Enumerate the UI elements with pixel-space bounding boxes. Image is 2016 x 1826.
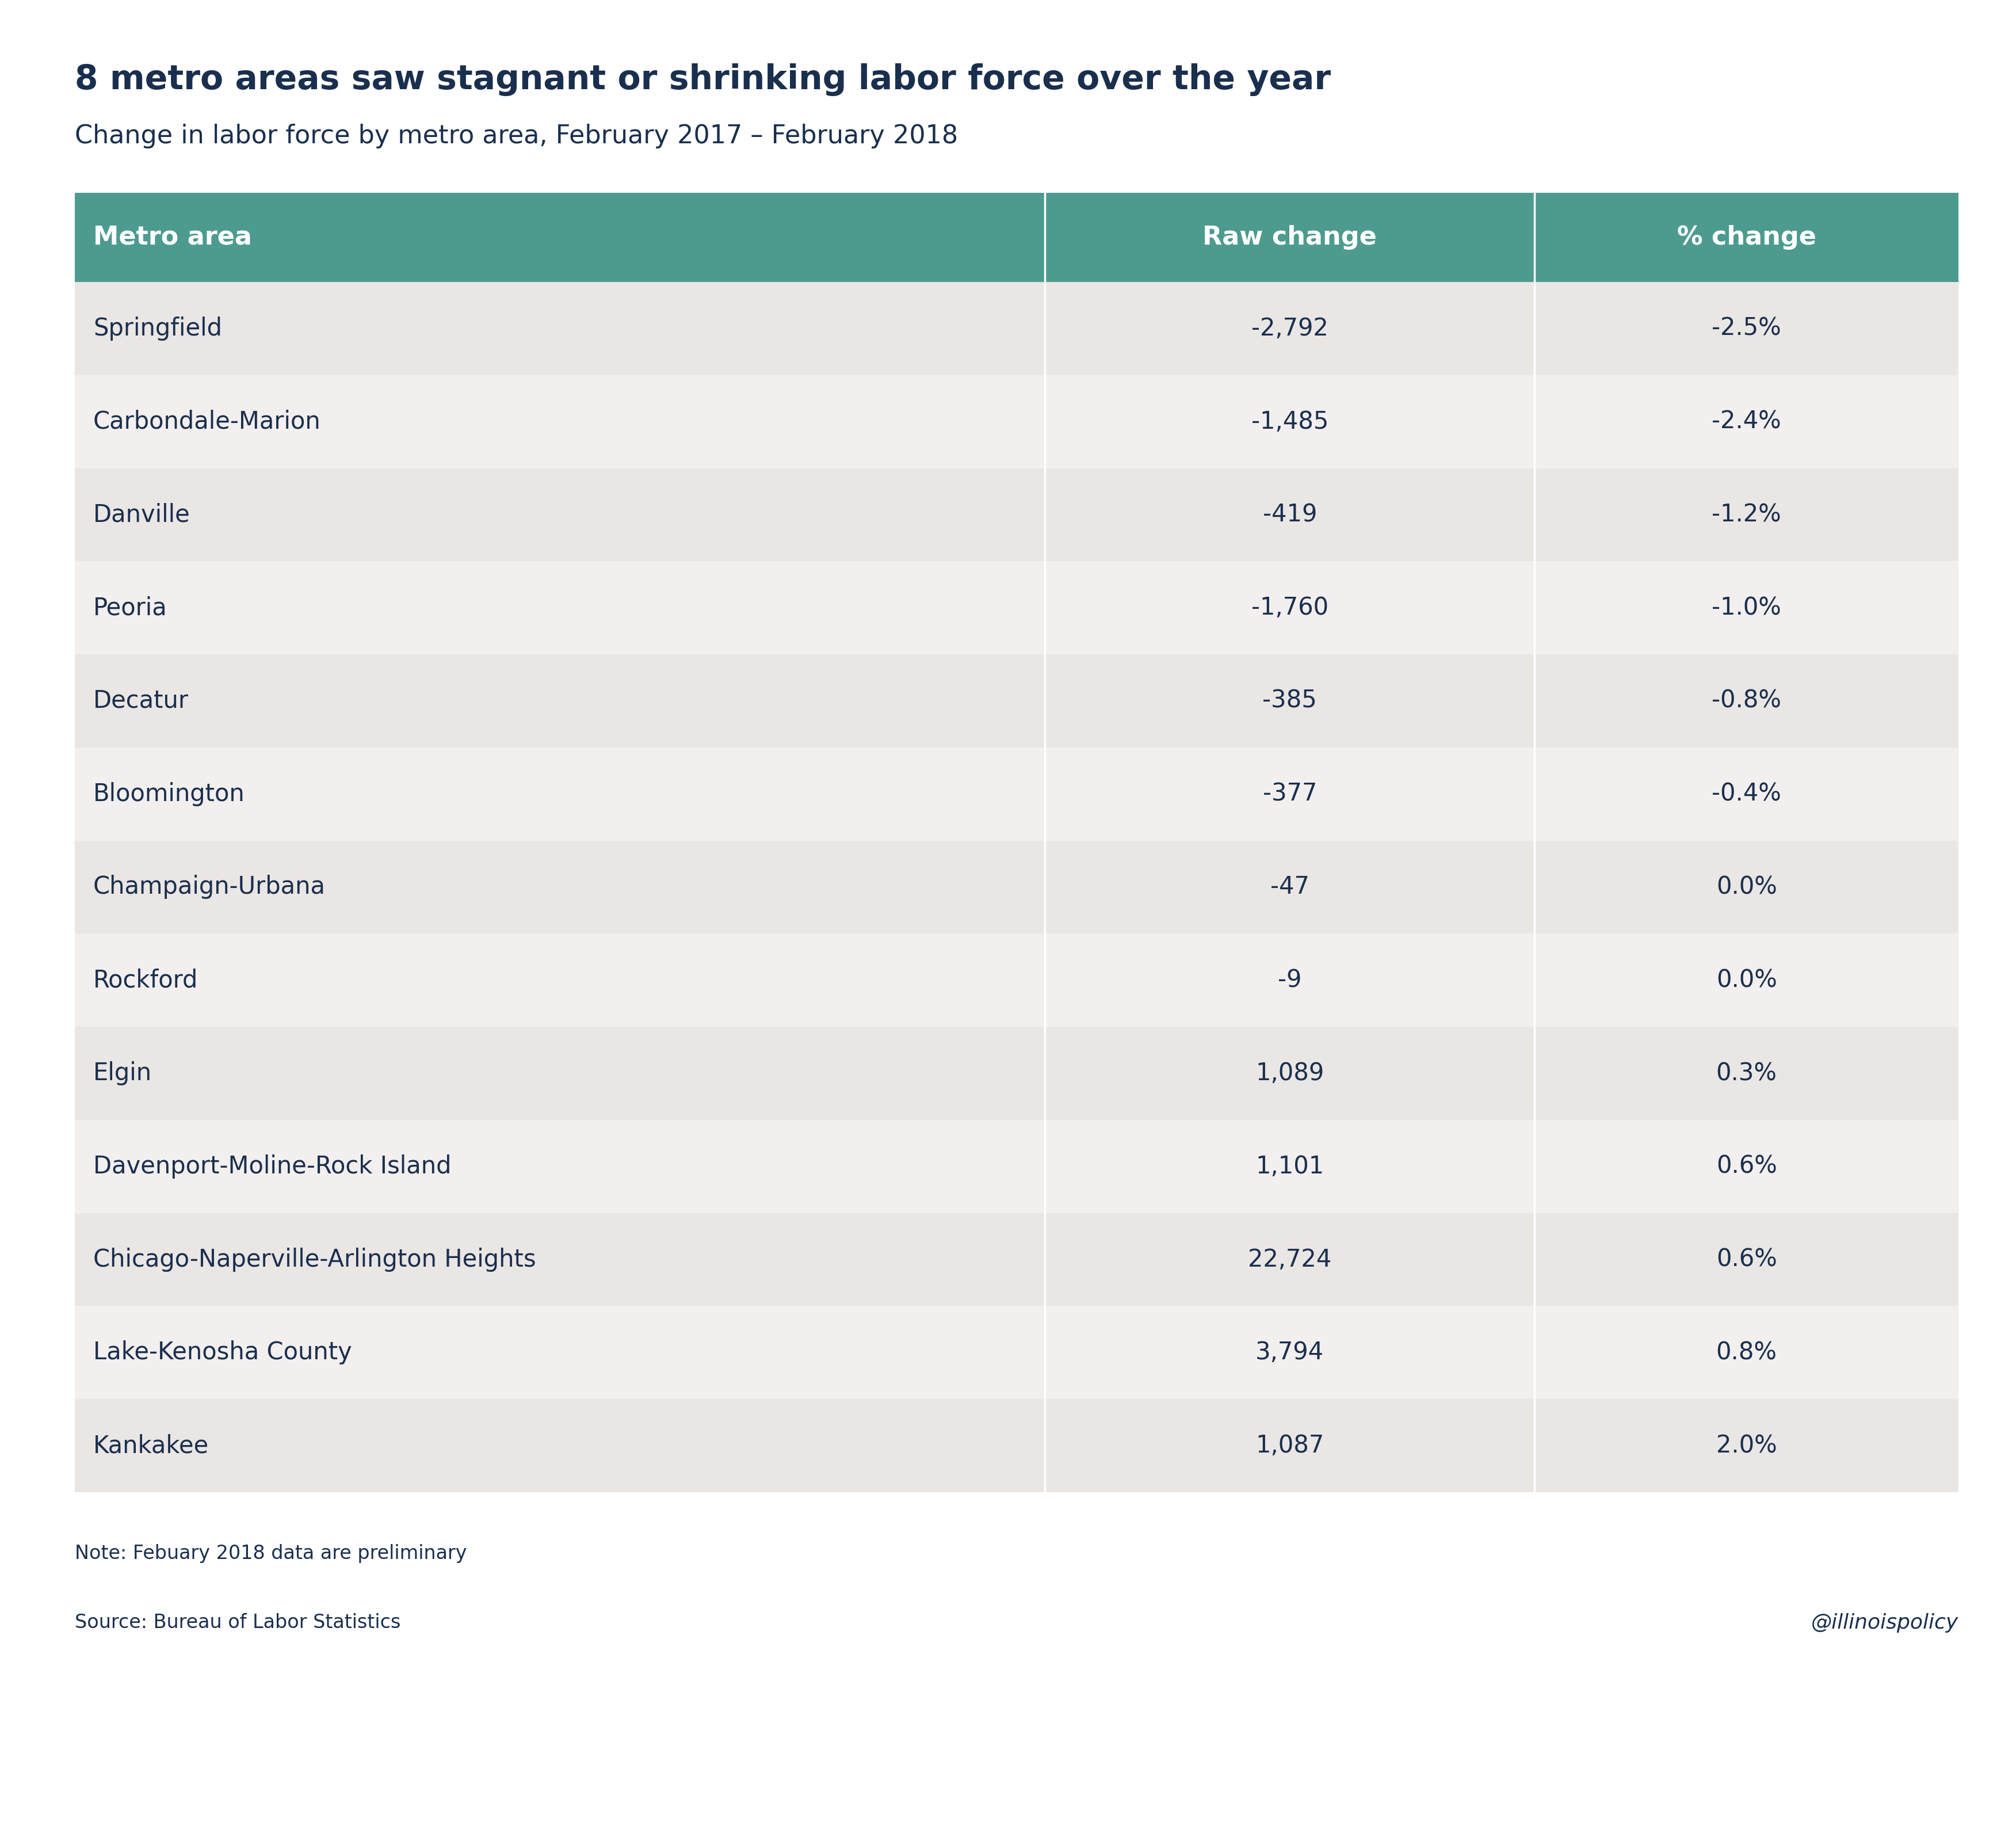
Text: 0.8%: 0.8% xyxy=(1716,1340,1776,1364)
Text: -1.2%: -1.2% xyxy=(1712,502,1782,528)
Text: 8 metro areas saw stagnant or shrinking labor force over the year: 8 metro areas saw stagnant or shrinking … xyxy=(75,64,1331,97)
Bar xyxy=(75,194,1958,281)
Bar xyxy=(75,281,1958,374)
Text: -385: -385 xyxy=(1262,688,1316,712)
Text: Springfield: Springfield xyxy=(93,316,222,341)
Text: -47: -47 xyxy=(1270,875,1308,898)
Text: Note: Febuary 2018 data are preliminary: Note: Febuary 2018 data are preliminary xyxy=(75,1545,468,1563)
Text: -1.0%: -1.0% xyxy=(1712,595,1782,619)
Text: Peoria: Peoria xyxy=(93,595,167,619)
Text: Decatur: Decatur xyxy=(93,688,190,712)
Text: Danville: Danville xyxy=(93,502,190,528)
Text: 3,794: 3,794 xyxy=(1256,1340,1325,1364)
Text: 22,724: 22,724 xyxy=(1248,1247,1331,1271)
Bar xyxy=(75,374,1958,467)
Text: Kankakee: Kankakee xyxy=(93,1433,210,1457)
Text: 0.0%: 0.0% xyxy=(1716,968,1776,992)
Text: Davenport-Moline-Rock Island: Davenport-Moline-Rock Island xyxy=(93,1154,452,1178)
Text: -0.8%: -0.8% xyxy=(1712,688,1782,712)
Text: Change in labor force by metro area, February 2017 – February 2018: Change in labor force by metro area, Feb… xyxy=(75,124,958,148)
Text: -377: -377 xyxy=(1262,782,1316,805)
Bar xyxy=(75,1026,1958,1119)
Text: -1,485: -1,485 xyxy=(1252,409,1329,435)
Bar xyxy=(75,840,1958,933)
Bar xyxy=(75,1306,1958,1399)
Text: -2.4%: -2.4% xyxy=(1712,409,1782,435)
Text: @illinoispolicy: @illinoispolicy xyxy=(1810,1612,1958,1632)
Text: -9: -9 xyxy=(1278,968,1302,992)
Text: 0.6%: 0.6% xyxy=(1716,1154,1776,1178)
Bar xyxy=(75,933,1958,1026)
Text: Champaign-Urbana: Champaign-Urbana xyxy=(93,875,327,898)
Bar xyxy=(75,467,1958,561)
Text: Source: Bureau of Labor Statistics: Source: Bureau of Labor Statistics xyxy=(75,1612,401,1632)
Text: -419: -419 xyxy=(1262,502,1316,528)
Text: Rockford: Rockford xyxy=(93,968,198,992)
Text: 1,089: 1,089 xyxy=(1256,1061,1325,1085)
Text: 0.0%: 0.0% xyxy=(1716,875,1776,898)
Text: % change: % change xyxy=(1677,225,1816,250)
Bar xyxy=(75,561,1958,654)
Text: -2,792: -2,792 xyxy=(1252,316,1329,341)
Bar xyxy=(75,1119,1958,1212)
Text: 0.3%: 0.3% xyxy=(1716,1061,1776,1085)
Text: -0.4%: -0.4% xyxy=(1712,782,1782,805)
Bar xyxy=(75,747,1958,840)
Text: -1,760: -1,760 xyxy=(1252,595,1329,619)
Text: Elgin: Elgin xyxy=(93,1061,151,1085)
Text: Chicago-Naperville-Arlington Heights: Chicago-Naperville-Arlington Heights xyxy=(93,1247,536,1271)
Bar xyxy=(75,1212,1958,1306)
Text: 1,101: 1,101 xyxy=(1256,1154,1325,1178)
Text: 0.6%: 0.6% xyxy=(1716,1247,1776,1271)
Text: Metro area: Metro area xyxy=(93,225,252,250)
Bar xyxy=(75,654,1958,747)
Text: 2.0%: 2.0% xyxy=(1716,1433,1776,1457)
Text: Carbondale-Marion: Carbondale-Marion xyxy=(93,409,321,435)
Text: 1,087: 1,087 xyxy=(1256,1433,1325,1457)
Text: Lake-Kenosha County: Lake-Kenosha County xyxy=(93,1340,353,1364)
Bar xyxy=(75,1399,1958,1492)
Text: -2.5%: -2.5% xyxy=(1712,316,1782,341)
Text: Bloomington: Bloomington xyxy=(93,782,246,805)
Text: Raw change: Raw change xyxy=(1204,225,1377,250)
